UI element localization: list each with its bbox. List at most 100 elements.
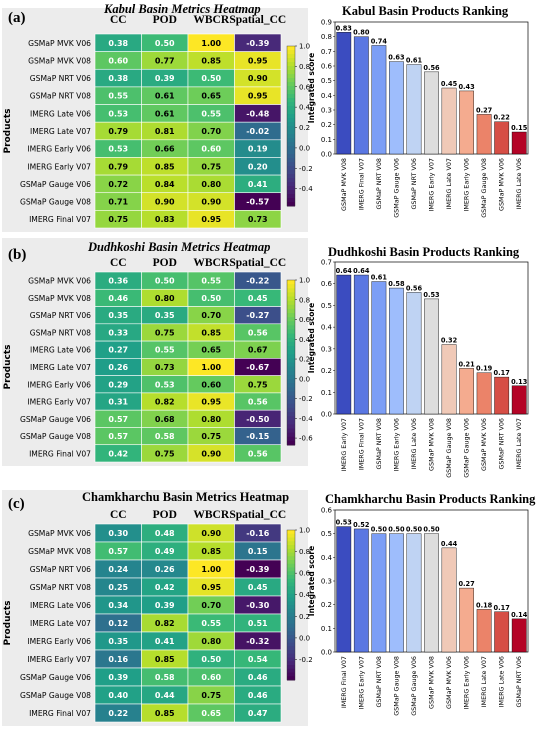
heatmap-cell-value: 0.46 [248, 691, 268, 700]
colorbar-segment [287, 82, 295, 87]
ranking-ytick-label: 0.2 [321, 601, 332, 609]
colorbar-segment [287, 170, 295, 175]
ranking-a-title: Kabul Basin Products Ranking [342, 4, 509, 18]
colorbar-segment [287, 50, 295, 55]
heatmap-cell-value: -0.27 [246, 311, 269, 320]
colorbar-segment [287, 126, 295, 131]
colorbar-tick-label: -0.2 [299, 395, 313, 403]
ranking-bar [494, 376, 510, 415]
colorbar-segment [287, 354, 295, 359]
heatmap-row-label: GSMaP MVK V06 [28, 39, 91, 48]
heatmap-cell-value: 0.56 [248, 328, 268, 337]
ranking-category-label: GSMaP Gauge V06 [392, 158, 400, 218]
ranking-category-label: IMERG Early V07 [340, 418, 348, 472]
heatmap-cell-value: 0.50 [155, 39, 175, 48]
colorbar-tick-label: 0.0 [299, 144, 310, 152]
colorbar-segment [287, 166, 295, 171]
colorbar-segment [287, 122, 295, 127]
heatmap-cell-value: 0.75 [248, 380, 268, 389]
ranking-ytick-label: 0.4 [321, 324, 333, 332]
colorbar-segment [287, 130, 295, 135]
ranking-bar [336, 32, 352, 155]
colorbar-segment [287, 383, 295, 388]
heatmap-cell-value: 0.82 [155, 398, 175, 407]
heatmap-cell-value: 0.60 [108, 56, 128, 65]
ranking-category-label: GSMaP NRT V08 [375, 656, 383, 708]
ranking-bar [353, 528, 369, 653]
heatmap-cell-value: 0.85 [155, 162, 175, 171]
heatmap-cell-value: 0.61 [155, 92, 175, 101]
colorbar-segment [287, 94, 295, 99]
colorbar-segment [287, 403, 295, 409]
ranking-bar-value: 0.53 [423, 291, 440, 299]
colorbar-segment [287, 631, 295, 636]
colorbar-segment [287, 288, 295, 293]
colorbar-segment [287, 58, 295, 63]
ranking-bar-value: 0.58 [388, 280, 405, 288]
colorbar-segment [287, 668, 295, 673]
ranking-ytick-label: 0.1 [321, 389, 332, 397]
heatmap-row-label: GSMaP Gauge V06 [20, 673, 91, 682]
heatmap-row-label: GSMaP MVK V08 [28, 547, 91, 556]
colorbar-segment [287, 370, 295, 376]
heatmap-cell-value: 0.75 [108, 215, 128, 224]
heatmap-cell-value: 0.56 [248, 398, 268, 407]
ranking-bar-value: 0.17 [494, 604, 511, 612]
heatmap-cell-value: 0.50 [201, 74, 221, 83]
ranking-bar-value: 0.15 [511, 124, 528, 132]
colorbar-tick-label: 0.6 [299, 570, 311, 578]
colorbar-tick-label: 1.0 [299, 43, 310, 51]
colorbar-segment [287, 440, 295, 446]
heatmap-column-header: POD [153, 14, 177, 26]
ranking-ytick-label: 0.3 [321, 107, 332, 115]
colorbar-tick-label: 1.0 [299, 277, 310, 285]
colorbar-segment [287, 436, 295, 442]
heatmap-cell-value: 0.80 [201, 637, 221, 646]
heatmap-cell-value: 0.42 [108, 449, 128, 458]
ranking-bar [353, 274, 369, 415]
heatmap-cell-value: 0.95 [201, 583, 221, 592]
ranking-bar-value: 0.56 [423, 64, 440, 72]
heatmap-cell-value: 0.85 [201, 547, 221, 556]
heatmap-cell-value: 0.53 [108, 109, 128, 118]
colorbar-tick-label: -0.2 [299, 656, 313, 664]
ranking-bar-value: 0.13 [511, 378, 528, 386]
colorbar-segment [287, 358, 295, 363]
heatmap-cell-value: 0.41 [248, 180, 268, 189]
heatmap-cell-value: -0.48 [246, 109, 269, 118]
ranking-bar [511, 385, 527, 415]
panel-label-a: (a) [8, 10, 26, 26]
heatmap-row-label: GSMaP NRT V08 [30, 92, 91, 101]
colorbar-tick-label: 0.8 [299, 296, 310, 304]
ranking-category-label: IMERG Early V06 [463, 656, 471, 710]
heatmap-cell-value: 0.24 [108, 565, 128, 574]
ranking-bar [494, 121, 510, 155]
heatmap-cell-value: 1.00 [201, 565, 221, 574]
heatmap-cell-value: -0.22 [246, 277, 269, 286]
colorbar-segment [287, 552, 295, 557]
heatmap-cell-value: 0.66 [155, 145, 175, 154]
heatmap-cell-value: 0.85 [155, 655, 175, 664]
heatmap-cell-value: 0.90 [201, 449, 221, 458]
colorbar-segment [287, 134, 295, 139]
colorbar-segment [287, 612, 295, 617]
heatmap-cell-value: 0.33 [108, 328, 128, 337]
heatmap-cell-value: 0.80 [201, 415, 221, 424]
colorbar-segment [287, 90, 295, 95]
heatmap-cell-value: 0.57 [108, 432, 128, 441]
ranking-category-label: GSMaP MVK V08 [428, 656, 436, 709]
heatmap-cell-value: 0.35 [108, 637, 128, 646]
colorbar-segment [287, 412, 295, 417]
colorbar-tick-label: -0.6 [299, 435, 313, 443]
heatmap-cell-value: -0.32 [246, 637, 269, 646]
heatmap-cell-value: 0.50 [201, 655, 221, 664]
heatmap-cell-value: 0.70 [201, 127, 221, 136]
colorbar-segment [287, 158, 295, 163]
heatmap-row-label: IMERG Late V07 [30, 127, 91, 136]
heatmap-cell-value: 0.25 [108, 583, 128, 592]
heatmap-cell-value: 0.45 [248, 294, 268, 303]
colorbar-segment [287, 665, 295, 670]
ranking-ytick-label: 0.6 [321, 63, 333, 71]
colorbar-segment [287, 46, 295, 51]
ranking-category-label: IMERG Early V07 [357, 656, 365, 710]
